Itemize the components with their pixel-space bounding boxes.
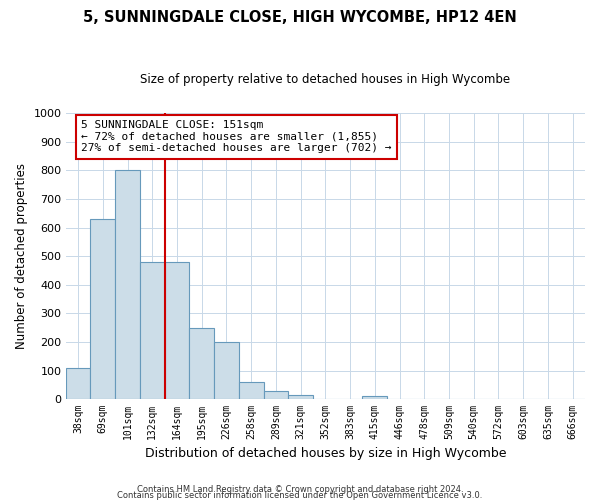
Text: 5, SUNNINGDALE CLOSE, HIGH WYCOMBE, HP12 4EN: 5, SUNNINGDALE CLOSE, HIGH WYCOMBE, HP12…: [83, 10, 517, 25]
X-axis label: Distribution of detached houses by size in High Wycombe: Distribution of detached houses by size …: [145, 447, 506, 460]
Bar: [164, 262, 190, 399]
Y-axis label: Number of detached properties: Number of detached properties: [15, 163, 28, 349]
Bar: [362, 396, 387, 399]
Text: Contains public sector information licensed under the Open Government Licence v3: Contains public sector information licen…: [118, 490, 482, 500]
Bar: [91, 219, 115, 399]
Bar: [239, 382, 263, 399]
Bar: [263, 390, 288, 399]
Bar: [214, 342, 239, 399]
Bar: [140, 262, 164, 399]
Bar: [66, 368, 91, 399]
Title: Size of property relative to detached houses in High Wycombe: Size of property relative to detached ho…: [140, 72, 511, 86]
Bar: [288, 395, 313, 399]
Bar: [115, 170, 140, 399]
Text: Contains HM Land Registry data © Crown copyright and database right 2024.: Contains HM Land Registry data © Crown c…: [137, 485, 463, 494]
Bar: [190, 328, 214, 399]
Text: 5 SUNNINGDALE CLOSE: 151sqm
← 72% of detached houses are smaller (1,855)
27% of : 5 SUNNINGDALE CLOSE: 151sqm ← 72% of det…: [82, 120, 392, 154]
